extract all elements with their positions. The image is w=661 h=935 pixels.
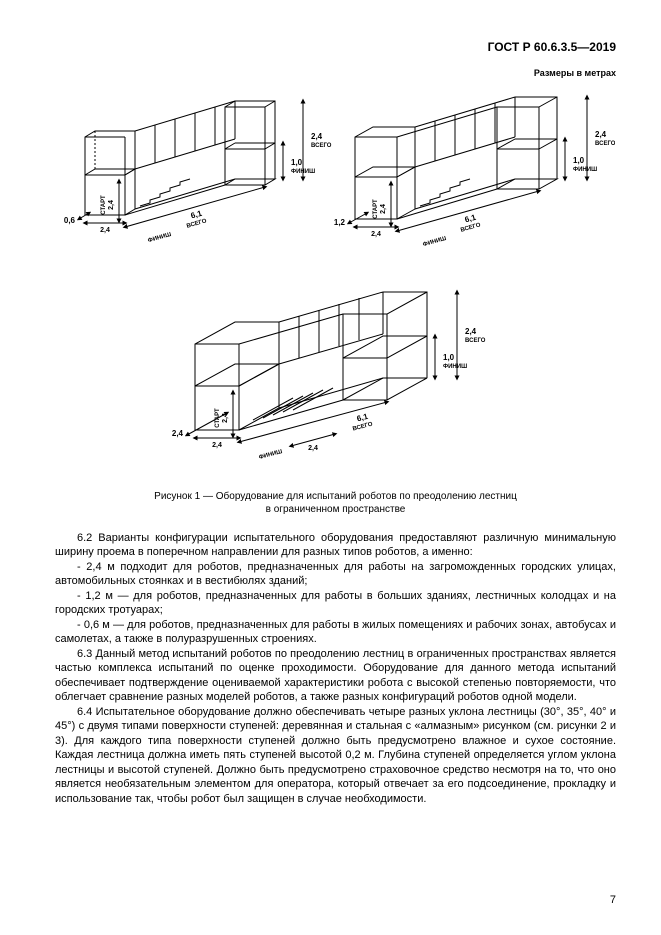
p2-start-w: 2,4 xyxy=(371,231,381,238)
p2-finish2: ФИНИШ xyxy=(422,236,447,248)
figure-caption: Рисунок 1 — Оборудование для испытаний р… xyxy=(55,490,616,517)
p2-start-h: 2,4 xyxy=(380,204,387,214)
p1-side: 0,6 xyxy=(64,216,76,225)
p2-start-label: СТАРТ xyxy=(373,199,379,219)
para-6-2-b: - 1,2 м — для роботов, предназначенных д… xyxy=(55,589,616,618)
p1-start-label: СТАРТ xyxy=(101,195,107,215)
figure-caption-line1: Рисунок 1 — Оборудование для испытаний р… xyxy=(154,491,517,502)
p2-width-label: ВСЕГО xyxy=(460,223,482,234)
p2-finish-label: ФИНИШ xyxy=(573,167,597,173)
para-6-4: 6.4 Испытательное оборудование должно об… xyxy=(55,705,616,807)
para-6-2: 6.2 Варианты конфигурации испытательного… xyxy=(55,531,616,560)
p3-width-label: ВСЕГО xyxy=(352,422,374,433)
page-number: 7 xyxy=(610,893,616,907)
p3-side: 2,4 xyxy=(172,429,184,438)
p3-start-w: 2,4 xyxy=(212,442,222,449)
p3-htotal: 2,4 xyxy=(465,327,477,336)
p1-finish: 1,0 xyxy=(291,158,303,167)
figure-caption-line2: в ограниченном пространстве xyxy=(266,504,406,515)
p3-start-w2: 2,4 xyxy=(308,445,318,452)
p3-finish-label: ФИНИШ xyxy=(443,364,467,370)
p2-htotal: 2,4 xyxy=(595,130,607,139)
p2-side: 1,2 xyxy=(334,218,346,227)
p3-width: 6,1 xyxy=(356,412,370,424)
p3-finish: 1,0 xyxy=(443,353,455,362)
p1-htotal-label: ВСЕГО xyxy=(311,143,332,149)
p1-htotal: 2,4 xyxy=(311,132,323,141)
p2-htotal-label: ВСЕГО xyxy=(595,141,615,147)
p1-width-label: ВСЕГО xyxy=(186,219,208,230)
p1-start-w: 2,4 xyxy=(100,227,110,234)
p1-finish2: ФИНИШ xyxy=(147,232,172,244)
p3-htotal-label: ВСЕГО xyxy=(465,338,486,344)
figure-svg: 6,1 ВСЕГО 0,6 2,4 СТАРТ 2,4 1,0 ФИНИШ 2,… xyxy=(55,85,615,475)
p3-start-label: СТАРТ xyxy=(215,408,221,428)
figure-1: 6,1 ВСЕГО 0,6 2,4 СТАРТ 2,4 1,0 ФИНИШ 2,… xyxy=(55,85,616,479)
dimensions-label: Размеры в метрах xyxy=(55,68,616,80)
p3-start-h: 2,4 xyxy=(222,413,229,423)
standard-id: ГОСТ Р 60.6.3.5—2019 xyxy=(55,40,616,56)
p1-start-h: 2,4 xyxy=(108,200,115,210)
para-6-3: 6.3 Данный метод испытаний роботов по пр… xyxy=(55,647,616,705)
para-6-2-a: - 2,4 м подходит для роботов, предназнач… xyxy=(55,560,616,589)
p2-finish: 1,0 xyxy=(573,156,585,165)
p3-finish2: ФИНИШ xyxy=(258,449,283,461)
para-6-2-c: - 0,6 м — для роботов, предназначенных д… xyxy=(55,618,616,647)
